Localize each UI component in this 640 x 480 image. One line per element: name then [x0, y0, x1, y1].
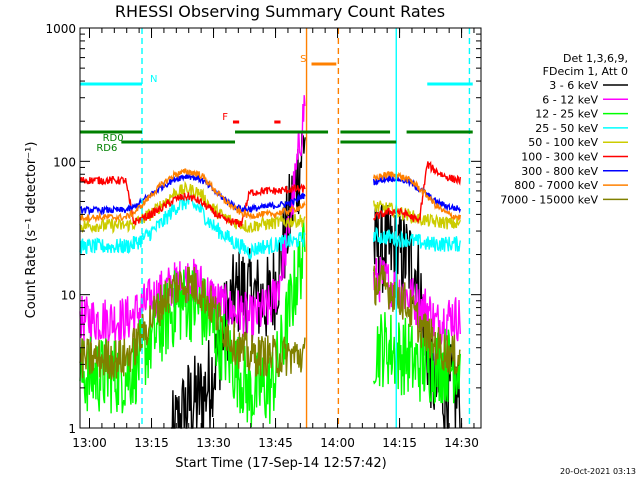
x-tick-label: 14:15: [382, 436, 417, 450]
legend-header: Det 1,3,6,9,: [563, 52, 628, 65]
status-bar-label: RD0: [103, 133, 124, 144]
status-bar-label: RD6: [96, 143, 117, 154]
legend-label: 25 - 50 keV: [535, 122, 598, 135]
series-line: [79, 173, 461, 217]
series-line: [79, 220, 461, 428]
status-bar-label: S: [300, 54, 306, 65]
series-line: [79, 263, 461, 380]
status-bar-label: N: [150, 74, 157, 85]
series-line: [79, 180, 461, 235]
x-tick-label: 14:00: [320, 436, 355, 450]
plot-frame: [79, 27, 482, 429]
x-tick-label: 13:15: [134, 436, 169, 450]
y-tick-label: 10: [61, 289, 76, 303]
legend-label: 3 - 6 keV: [549, 79, 598, 92]
legend-label: 100 - 300 keV: [521, 151, 598, 164]
x-tick-label: 13:45: [258, 436, 293, 450]
legend-label: 6 - 12 keV: [542, 93, 598, 106]
y-axis-label: Count Rate (s⁻¹ detector⁻¹): [24, 142, 39, 319]
legend-label: 50 - 100 keV: [528, 136, 598, 149]
series-line: [79, 168, 461, 224]
legend-label: 7000 - 15000 keV: [500, 193, 598, 206]
y-tick-label: 1000: [45, 22, 76, 36]
x-axis-label: Start Time (17-Sep-14 12:57:42): [175, 456, 386, 471]
x-tick-label: 13:00: [72, 436, 107, 450]
axes: 1 10 100 1000 13:00 13:15 13:30 13:45 14:00 14:15…: [45, 22, 482, 450]
y-tick-label: 1: [68, 422, 76, 436]
x-tick-label: 14:30: [444, 436, 479, 450]
x-tick-label: 13:30: [196, 436, 231, 450]
legend-header: FDecim 1, Att 0: [543, 65, 628, 78]
series-line: [170, 132, 461, 429]
legend-label: 12 - 25 keV: [535, 108, 598, 121]
y-tick-label: 100: [53, 155, 76, 169]
status-bar-label: F: [222, 112, 228, 123]
plot-timestamp: 20-Oct-2021 03:13: [560, 467, 636, 476]
legend-label: 800 - 7000 keV: [514, 179, 598, 192]
chart-title: RHESSI Observing Summary Count Rates: [115, 2, 445, 21]
series-line: [79, 160, 461, 228]
legend-label: 300 - 800 keV: [521, 165, 598, 178]
